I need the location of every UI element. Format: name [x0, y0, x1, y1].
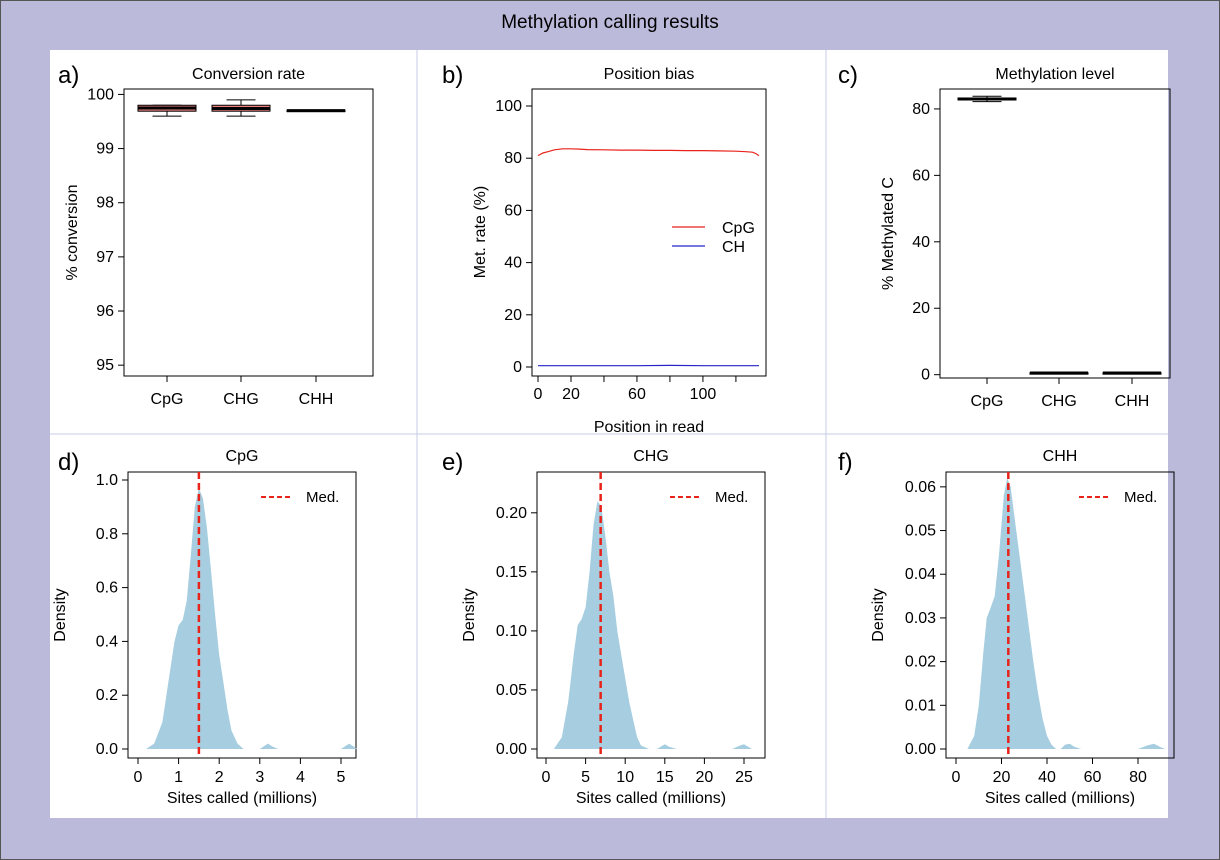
panel-label: e) — [442, 449, 463, 476]
legend-label: Med. — [715, 489, 748, 506]
x-tick-label: CHG — [223, 391, 259, 408]
chart-title: Methylation level — [995, 66, 1114, 83]
y-tick-label: 1.0 — [96, 472, 118, 489]
x-axis-label: Sites called (millions) — [167, 790, 317, 807]
y-axis-label: Density — [52, 588, 69, 641]
x-tick-label: CHH — [299, 391, 334, 408]
x-tick-label: 0 — [952, 769, 961, 786]
y-tick-label: 0.04 — [905, 566, 936, 583]
y-tick-label: 0.0 — [96, 741, 118, 758]
y-tick-label: 20 — [504, 307, 522, 324]
legend-label: Med. — [306, 489, 339, 506]
y-tick-label: 60 — [912, 167, 930, 184]
y-axis-label: Density — [870, 588, 887, 641]
y-tick-label: 95 — [96, 357, 114, 374]
plot-frame — [123, 88, 374, 377]
x-tick-label: 40 — [1038, 769, 1056, 786]
chart-title: Position bias — [604, 66, 695, 83]
x-axis-label: Sites called (millions) — [985, 790, 1135, 807]
x-tick-label: CpG — [151, 391, 184, 408]
x-tick-label: 80 — [1129, 769, 1147, 786]
x-tick-label: 2 — [215, 769, 224, 786]
x-tick-label: 20 — [562, 386, 580, 403]
y-tick-label: 0.15 — [496, 564, 527, 581]
y-tick-label: 0.4 — [96, 633, 118, 650]
y-tick-label: 96 — [96, 303, 114, 320]
y-axis-label: % conversion — [64, 184, 81, 280]
x-tick-label: 20 — [993, 769, 1011, 786]
y-tick-label: 0.03 — [905, 610, 936, 627]
chart-title: CHG — [633, 448, 669, 465]
y-tick-label: 40 — [504, 255, 522, 272]
x-tick-label: 25 — [735, 769, 753, 786]
y-tick-label: 0.02 — [905, 654, 936, 671]
y-tick-label: 80 — [504, 150, 522, 167]
y-axis-label: % Methylated C — [880, 177, 897, 290]
y-tick-label: 40 — [912, 234, 930, 251]
x-tick-label: CpG — [971, 393, 1004, 410]
y-tick-label: 97 — [96, 249, 114, 266]
y-tick-label: 0.05 — [905, 523, 936, 540]
x-axis-label: Sites called (millions) — [576, 790, 726, 807]
panel-label: c) — [838, 62, 858, 89]
x-tick-label: 5 — [581, 769, 590, 786]
series-line-cpg — [537, 148, 760, 157]
y-tick-label: 60 — [504, 202, 522, 219]
x-tick-label: 60 — [1084, 769, 1102, 786]
x-tick-label: 20 — [696, 769, 714, 786]
x-tick-label: 60 — [628, 386, 646, 403]
y-tick-label: 0.10 — [496, 623, 527, 640]
x-tick-label: 3 — [255, 769, 264, 786]
x-tick-label: 1 — [174, 769, 183, 786]
x-tick-label: 100 — [690, 386, 717, 403]
chart-title: CpG — [226, 448, 259, 465]
x-tick-label: 0 — [542, 769, 551, 786]
y-axis-label: Met. rate (%) — [472, 186, 489, 278]
y-tick-label: 0.00 — [905, 741, 936, 758]
x-tick-label: 0 — [534, 386, 543, 403]
plot-frame — [939, 88, 1171, 379]
y-tick-label: 0 — [921, 367, 930, 384]
legend-label: CpG — [722, 220, 755, 237]
x-tick-label: 4 — [296, 769, 305, 786]
y-tick-label: 0 — [513, 359, 522, 376]
y-axis-label: Density — [461, 588, 478, 641]
x-tick-label: 5 — [337, 769, 346, 786]
x-tick-label: CHG — [1041, 393, 1077, 410]
panel-label: f) — [838, 449, 853, 476]
density-area — [967, 478, 1166, 749]
y-tick-label: 0.8 — [96, 526, 118, 543]
plot-frame — [127, 471, 357, 759]
x-tick-label: 10 — [616, 769, 634, 786]
panel-label: d) — [58, 449, 79, 476]
y-tick-label: 0.2 — [96, 687, 118, 704]
y-tick-label: 80 — [912, 101, 930, 118]
legend-label: Med. — [1124, 489, 1157, 506]
y-tick-label: 100 — [495, 98, 522, 115]
chart-title: Conversion rate — [192, 66, 305, 83]
y-tick-label: 0.00 — [496, 741, 527, 758]
x-tick-label: CHH — [1115, 393, 1150, 410]
y-tick-label: 0.06 — [905, 479, 936, 496]
panel-label: b) — [442, 62, 463, 89]
page-title: Methylation calling results — [501, 12, 719, 33]
y-tick-label: 0.01 — [905, 697, 936, 714]
y-tick-label: 20 — [912, 300, 930, 317]
panel-label: a) — [58, 62, 79, 89]
y-tick-label: 98 — [96, 195, 114, 212]
density-area — [553, 501, 752, 749]
y-tick-label: 0.20 — [496, 505, 527, 522]
y-tick-label: 99 — [96, 141, 114, 158]
density-area — [146, 488, 358, 749]
y-tick-label: 100 — [87, 86, 114, 103]
y-tick-label: 0.05 — [496, 682, 527, 699]
x-tick-label: 15 — [656, 769, 674, 786]
legend-label: CH — [722, 239, 745, 256]
chart-title: CHH — [1043, 448, 1078, 465]
x-tick-label: 0 — [134, 769, 143, 786]
x-axis-label: Position in read — [594, 419, 704, 436]
y-tick-label: 0.6 — [96, 580, 118, 597]
